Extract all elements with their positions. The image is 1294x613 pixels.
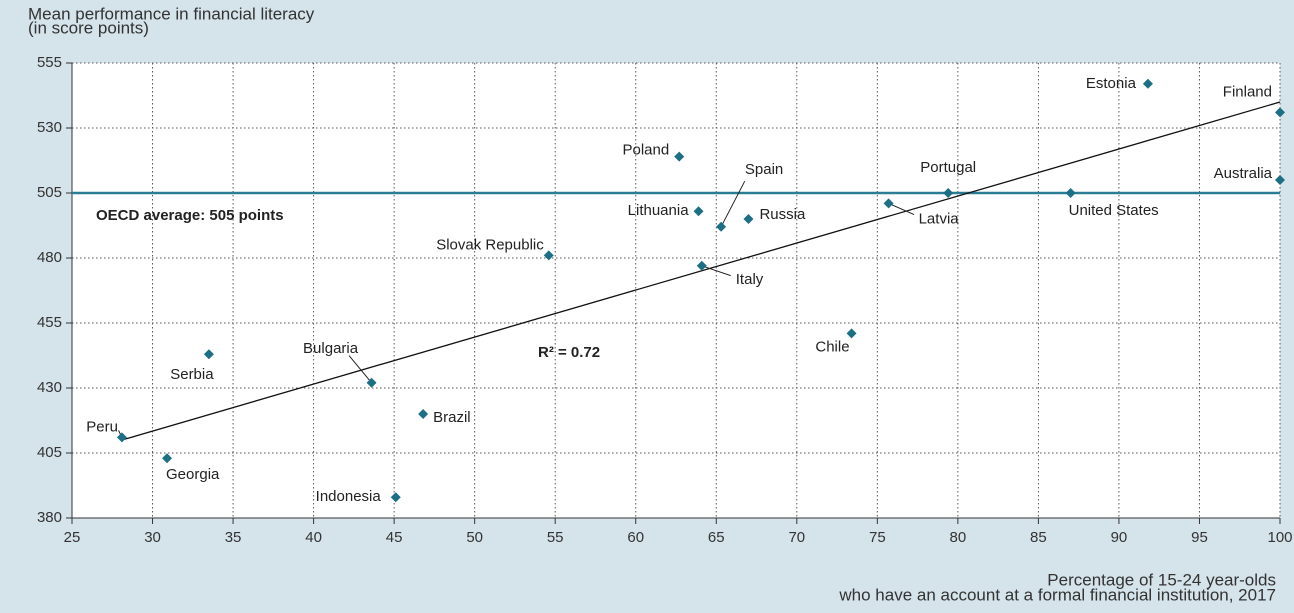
x-tick-label: 90: [1111, 529, 1128, 546]
point: [846, 328, 857, 339]
x-tick-label: 35: [225, 529, 242, 546]
point: [1275, 175, 1285, 185]
leader-line: [720, 180, 746, 228]
y-axis-title: (in score points): [28, 18, 149, 37]
point: [390, 492, 401, 503]
x-tick-label: 50: [466, 529, 483, 546]
x-tick-label: 30: [144, 529, 161, 546]
point-label: Slovak Republic: [436, 236, 544, 253]
point: [716, 221, 727, 232]
plot-area: [72, 63, 1280, 518]
x-tick-label: 60: [627, 529, 644, 546]
point: [418, 409, 429, 419]
x-tick-label: 70: [788, 529, 805, 546]
point-label: Chile: [815, 338, 849, 355]
point: [674, 151, 685, 162]
x-tick-label: 85: [1030, 529, 1047, 546]
point: [883, 198, 894, 209]
point: [1275, 107, 1285, 118]
x-tick-label: 100: [1267, 529, 1292, 546]
x-tick-label: 80: [950, 529, 967, 546]
x-tick-label: 75: [869, 529, 886, 546]
leader-line: [701, 265, 731, 277]
point-label: Indonesia: [316, 488, 382, 505]
point-label: United States: [1069, 202, 1159, 219]
point-label: Georgia: [166, 466, 220, 483]
x-axis-title: Percentage of 15-24 year-olds: [1047, 570, 1276, 589]
point-label: Brazil: [433, 409, 471, 426]
y-tick-label: 555: [37, 54, 62, 71]
trend-label: R² = 0.72: [538, 344, 600, 361]
point: [1065, 188, 1076, 198]
point-label: Spain: [745, 161, 783, 178]
point-label: Finland: [1223, 83, 1272, 100]
y-tick-label: 380: [37, 509, 62, 526]
trend-line: [121, 101, 1281, 441]
point: [116, 432, 127, 443]
y-axis-title: Mean performance in financial literacy: [28, 4, 315, 23]
x-axis-title: who have an account at a formal financia…: [838, 585, 1276, 604]
leader-line: [348, 355, 372, 384]
point-label: Estonia: [1086, 75, 1137, 92]
point-label: Lithuania: [628, 202, 690, 219]
point-label: Latvia: [919, 210, 960, 227]
point: [1142, 78, 1153, 89]
x-tick-label: 45: [386, 529, 403, 546]
reference-label: OECD average: 505 points: [96, 207, 284, 224]
point-label: Italy: [736, 271, 764, 288]
point: [162, 453, 173, 464]
point: [543, 250, 554, 261]
x-tick-label: 65: [708, 529, 725, 546]
point: [693, 206, 704, 217]
x-tick-label: 95: [1191, 529, 1208, 546]
point-label: Poland: [623, 142, 670, 159]
point-label: Russia: [759, 206, 806, 223]
y-tick-label: 480: [37, 249, 62, 266]
point-label: Serbia: [170, 366, 214, 383]
point: [203, 349, 214, 360]
y-tick-label: 430: [37, 379, 62, 396]
leader-line: [888, 202, 915, 216]
y-tick-label: 405: [37, 444, 62, 461]
x-tick-label: 55: [547, 529, 564, 546]
point-label: Australia: [1214, 165, 1273, 182]
point-label: Bulgaria: [303, 340, 359, 357]
x-tick-label: 40: [305, 529, 322, 546]
point-label: Peru: [86, 418, 118, 435]
point: [696, 260, 707, 271]
x-tick-label: 25: [64, 529, 81, 546]
y-tick-label: 505: [37, 184, 62, 201]
point: [743, 214, 754, 224]
y-tick-label: 455: [37, 314, 62, 331]
point: [366, 377, 377, 388]
y-tick-label: 530: [37, 119, 62, 136]
point-label: Portugal: [920, 159, 976, 176]
point: [943, 188, 954, 198]
